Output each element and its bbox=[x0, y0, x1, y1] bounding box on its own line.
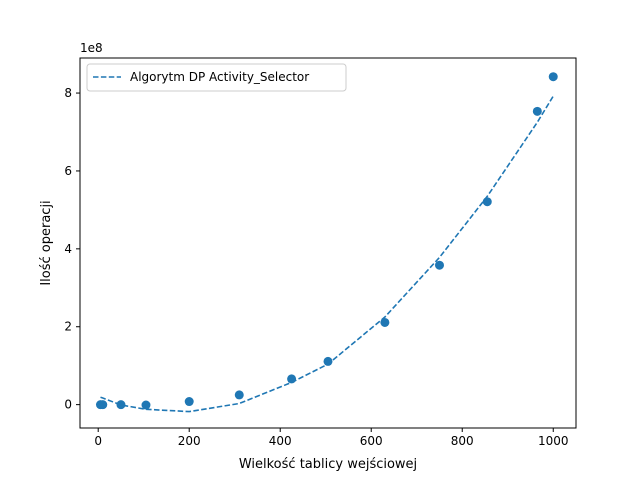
legend: Algorytm DP Activity_Selector bbox=[86, 63, 347, 92]
x-tick-label: 0 bbox=[94, 434, 102, 448]
data-point bbox=[532, 106, 542, 116]
data-point bbox=[287, 374, 297, 384]
data-point bbox=[548, 72, 558, 82]
y-offset-label: 1e8 bbox=[80, 41, 103, 55]
legend-box bbox=[86, 63, 347, 92]
data-point bbox=[184, 397, 194, 407]
y-tick-label: 6 bbox=[64, 164, 72, 178]
x-axis-label: Wielkość tablicy wejściowej bbox=[239, 457, 417, 472]
y-tick-label: 2 bbox=[64, 320, 72, 334]
data-point bbox=[116, 400, 126, 410]
plot-area bbox=[80, 58, 576, 428]
data-point bbox=[380, 317, 390, 327]
data-point bbox=[234, 390, 244, 400]
x-tick-label: 600 bbox=[360, 434, 383, 448]
x-tick-label: 800 bbox=[451, 434, 474, 448]
data-point bbox=[323, 356, 333, 366]
axes-layer: 0 200 400 600 800 1000 0 2 4 6 8 bbox=[64, 86, 568, 448]
y-axis-label: Ilość operacji bbox=[39, 200, 54, 285]
series-layer bbox=[95, 72, 558, 413]
data-point bbox=[98, 400, 108, 410]
x-tick-label: 1000 bbox=[538, 434, 569, 448]
y-tick-label: 4 bbox=[64, 242, 72, 256]
data-point bbox=[482, 197, 492, 207]
y-tick-label: 8 bbox=[64, 86, 72, 100]
y-tick-label: 0 bbox=[64, 398, 72, 412]
legend-label: Algorytm DP Activity_Selector bbox=[130, 70, 309, 84]
plot-frame bbox=[79, 57, 577, 429]
data-point bbox=[434, 260, 444, 270]
x-tick-label: 200 bbox=[178, 434, 201, 448]
x-tick-label: 400 bbox=[269, 434, 292, 448]
data-point bbox=[141, 400, 151, 410]
